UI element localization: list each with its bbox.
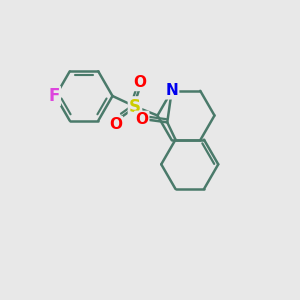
Text: F: F [48,87,60,105]
Text: O: O [109,117,122,132]
Text: O: O [135,112,148,127]
Text: S: S [129,98,141,116]
Text: N: N [165,83,178,98]
Text: O: O [133,75,146,90]
